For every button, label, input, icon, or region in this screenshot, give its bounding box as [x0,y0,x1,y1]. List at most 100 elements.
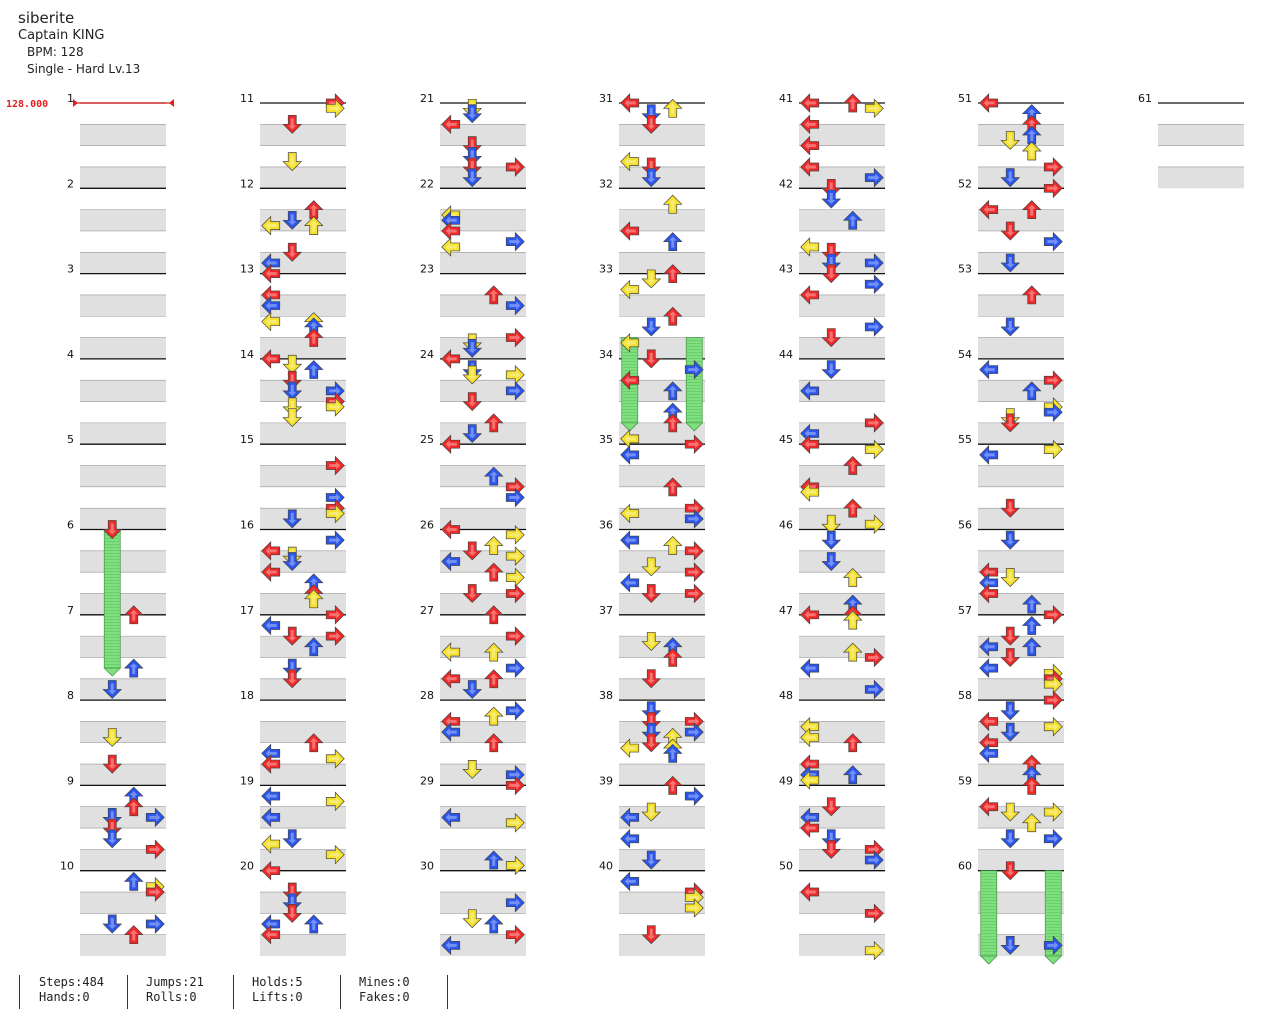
measure-block: 20 [240,860,346,956]
arrow-left-icon [800,882,820,902]
arrow-up-icon [483,285,504,305]
arrow-up-icon [1021,813,1042,833]
measure-block: 26 [420,519,526,615]
measure-number: 49 [779,774,793,787]
arrow-right-icon [864,98,884,119]
arrow-right-icon [1043,402,1063,423]
beat-band [80,764,166,786]
arrow-left-icon [620,807,640,828]
arrow-left-icon [441,722,461,742]
arrow-right-icon [864,514,884,535]
arrow-up-icon [1021,381,1042,401]
beat-band [440,721,526,743]
beat-band [440,806,526,829]
arrow-up-icon [662,98,683,118]
beat-band [799,892,885,914]
beat-band [978,508,1064,530]
beat-band [440,294,526,317]
measure-number: 41 [779,92,793,105]
arrow-left-icon [620,93,640,113]
measure-number: 47 [779,604,793,617]
beat-band [978,166,1064,189]
beat-band [260,337,346,359]
arrow-left-icon [441,114,461,135]
measure-block: 10 [60,860,166,956]
arrow-up-icon [842,456,863,475]
arrow-down-icon [1000,648,1021,667]
beat-band [799,508,885,530]
beat-band [619,806,705,829]
beat-band [619,422,705,445]
arrow-up-icon [483,642,504,662]
arrow-down-icon [462,909,483,929]
arrow-up-icon [483,535,504,555]
arrow-up-icon [662,194,683,214]
arrow-down-icon [641,669,662,689]
measure-block: 4 [67,348,166,445]
bpm-label: BPM: 128 [27,45,84,59]
measure-number: 3 [67,263,74,276]
hold-note [103,529,122,677]
beat-band [978,550,1064,573]
beat-band [799,294,885,317]
arrow-up-icon [303,328,324,347]
beat-band [799,550,885,573]
beat-band [80,337,166,359]
arrow-up-icon [662,381,683,401]
beat-band [799,636,885,658]
beat-band [978,124,1064,146]
arrow-right-icon [864,850,884,870]
arrow-left-icon [800,658,820,678]
measure-block: 50 [779,860,885,956]
arrow-up-icon [842,733,863,753]
beat-band [260,892,346,914]
arrow-down-icon [102,728,123,747]
arrow-left-icon [620,151,640,172]
measure-block: 31 [599,92,705,189]
arrow-down-icon [282,626,303,646]
beat-band [80,849,166,871]
arrow-up-icon [1021,285,1042,305]
arrow-left-icon [800,285,820,305]
beat-band [978,721,1064,743]
beat-band [440,508,526,530]
measure-number: 51 [958,92,972,105]
arrow-down-icon [641,269,662,289]
arrow-right-icon [145,914,165,934]
arrow-down-icon [821,530,842,550]
arrow-down-icon [282,114,303,134]
arrow-up-icon [662,535,683,555]
beat-band [260,508,346,530]
arrow-down-icon [821,514,842,534]
measure-block: 55 [958,433,1064,530]
measure-number: 2 [67,177,74,190]
arrow-right-icon [145,839,165,860]
measure-number: 33 [599,263,613,276]
arrow-left-icon [979,658,999,678]
measure-block: 25 [420,433,526,530]
measure-number: 35 [599,433,613,446]
measure-block: 32 [599,177,705,274]
beat-band [799,678,885,701]
arrow-down-icon [1000,701,1021,721]
measure-number: 11 [240,92,254,105]
measure-number: 36 [599,519,613,532]
arrow-up-icon [123,658,144,678]
arrow-down-icon [641,802,662,822]
measure-number: 44 [779,348,793,361]
arrow-left-icon [800,381,820,401]
arrow-right-icon [864,274,884,295]
beat-band [80,550,166,573]
arrow-left-icon [261,924,281,945]
arrow-left-icon [800,727,820,748]
stats-separator [340,975,347,1009]
arrow-left-icon [979,711,999,732]
arrow-down-icon [641,168,662,188]
beat-band [260,166,346,189]
arrow-left-icon [800,237,820,257]
measure-block: 34 [599,348,705,445]
measure-block: 13 [240,263,346,359]
measure-number: 59 [958,774,972,787]
beat-band [440,209,526,231]
measure-number: 54 [958,348,972,361]
